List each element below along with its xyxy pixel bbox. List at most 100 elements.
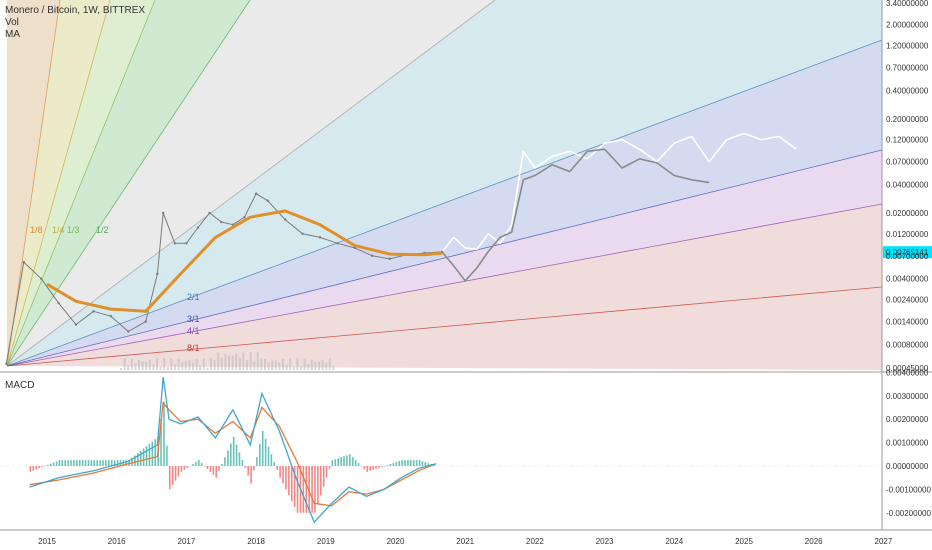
time-tick-label: 2015 [38, 537, 56, 546]
volume-bar [271, 360, 274, 370]
macd-histogram-bar [67, 460, 69, 466]
fan-line-1 [6, 0, 111, 367]
macd-histogram-bar [267, 446, 270, 466]
macd-histogram-bar [44, 466, 46, 467]
macd-histogram-bar [90, 460, 93, 466]
macd-tick-label: -0.00100000 [886, 485, 931, 494]
macd-histogram-bar [171, 466, 174, 486]
volume-bar [206, 367, 209, 370]
macd-histogram-bar [139, 450, 142, 466]
macd-histogram-bar [93, 460, 96, 466]
macd-histogram-bar [41, 466, 43, 468]
macd-histogram-bar [125, 460, 128, 466]
macd-histogram-bar [238, 452, 241, 466]
macd-histogram-bar [247, 466, 249, 476]
macd-histogram-bar [349, 454, 351, 466]
macd-tick-label: -0.00200000 [886, 509, 931, 518]
price-tick-label: 0.20000000 [886, 115, 929, 124]
price-tick-label: 0.01200000 [886, 230, 929, 239]
macd-histogram-bar [395, 462, 398, 466]
volume-bar [249, 352, 252, 370]
chart-legend: Monero / Bitcoin, 1W, BITTREX Vol MA [5, 5, 145, 41]
volume-bar [274, 360, 277, 370]
volume-bar [202, 358, 205, 370]
price-point [39, 277, 43, 280]
macd-histogram-bar [58, 460, 61, 466]
price-point [92, 310, 95, 313]
price-point [127, 330, 130, 333]
price-tick-label: 0.00080000 [886, 340, 929, 349]
macd-indicator-label[interactable]: MACD [5, 380, 35, 391]
ma-indicator-label[interactable]: MA [5, 29, 20, 40]
macd-histogram-bar [206, 466, 209, 469]
volume-bar [246, 360, 248, 370]
volume-bar [174, 364, 176, 370]
macd-histogram-bar [404, 460, 406, 466]
macd-histogram-bar [410, 460, 412, 466]
macd-histogram-bar [32, 466, 35, 471]
macd-histogram-bar [380, 466, 383, 467]
price-point [57, 301, 60, 305]
macd-histogram-bar [192, 464, 194, 466]
fan-line-3 [6, 0, 251, 367]
price-point [243, 216, 246, 219]
fan-ratio-label: 1/8 [30, 225, 43, 235]
volume-indicator-label[interactable]: Vol [5, 17, 19, 28]
macd-line [29, 377, 437, 524]
macd-histogram-bar [235, 444, 238, 466]
projection-line-gray [441, 148, 710, 282]
macd-histogram-bar [259, 444, 261, 466]
macd-histogram-bar [386, 465, 389, 466]
macd-histogram-bar [363, 466, 366, 469]
macd-histogram-bar [253, 466, 255, 471]
volume-bar [210, 358, 212, 370]
volume-bar [199, 365, 202, 370]
volume-bar [325, 363, 328, 370]
price-point [283, 218, 287, 221]
price-line [5, 193, 443, 364]
volume-bar [300, 366, 302, 370]
macd-histogram-bar [285, 466, 287, 490]
macd-histogram-bar [102, 460, 104, 466]
macd-histogram-bar [264, 438, 267, 466]
volume-bar [314, 361, 317, 370]
fan-ratio-label: 1/3 [67, 225, 80, 235]
macd-histogram-bar [311, 466, 313, 513]
macd-histogram-bar [407, 460, 409, 466]
price-tick-label: 0.02000000 [886, 209, 929, 218]
volume-bar [282, 359, 284, 370]
price-point [74, 323, 78, 326]
macd-histogram-bar [227, 450, 229, 466]
volume-bar [156, 358, 158, 370]
macd-histogram-bar [340, 457, 342, 466]
time-tick-label: 2025 [735, 537, 753, 546]
fan-ratio-label: 1/4 [52, 225, 65, 235]
macd-histogram-bar [343, 456, 345, 466]
macd-histogram-bar [29, 466, 32, 472]
price-tick-label: 0.00140000 [886, 318, 929, 327]
fan-line-8 [6, 286, 883, 367]
fan-zone-5 [7, 0, 882, 366]
price-point [156, 272, 159, 276]
volume-bar [148, 359, 151, 370]
macd-histogram-bar [96, 460, 98, 466]
volume-bar [242, 352, 245, 370]
volume-bar [177, 359, 180, 370]
volume-bar [170, 358, 173, 370]
macd-histogram-bar [61, 460, 64, 466]
volume-bar [292, 367, 295, 370]
symbol-title[interactable]: Monero / Bitcoin, 1W, BITTREX [5, 5, 146, 16]
macd-histogram-bar [389, 464, 392, 466]
macd-histogram-bar [110, 460, 113, 466]
macd-histogram-bar [279, 466, 281, 478]
macd-histogram-bar [76, 460, 78, 466]
macd-histogram-bar [131, 457, 133, 466]
price-tick-label: 0.04000000 [886, 181, 929, 190]
price-tick-label: 3.40000000 [886, 0, 929, 8]
price-point [336, 242, 339, 245]
macd-histogram-bar [261, 430, 264, 466]
fan-ratio-label: 8/1 [187, 343, 200, 353]
macd-histogram-bar [369, 466, 371, 471]
price-tick-label: 0.00400000 [886, 275, 929, 284]
